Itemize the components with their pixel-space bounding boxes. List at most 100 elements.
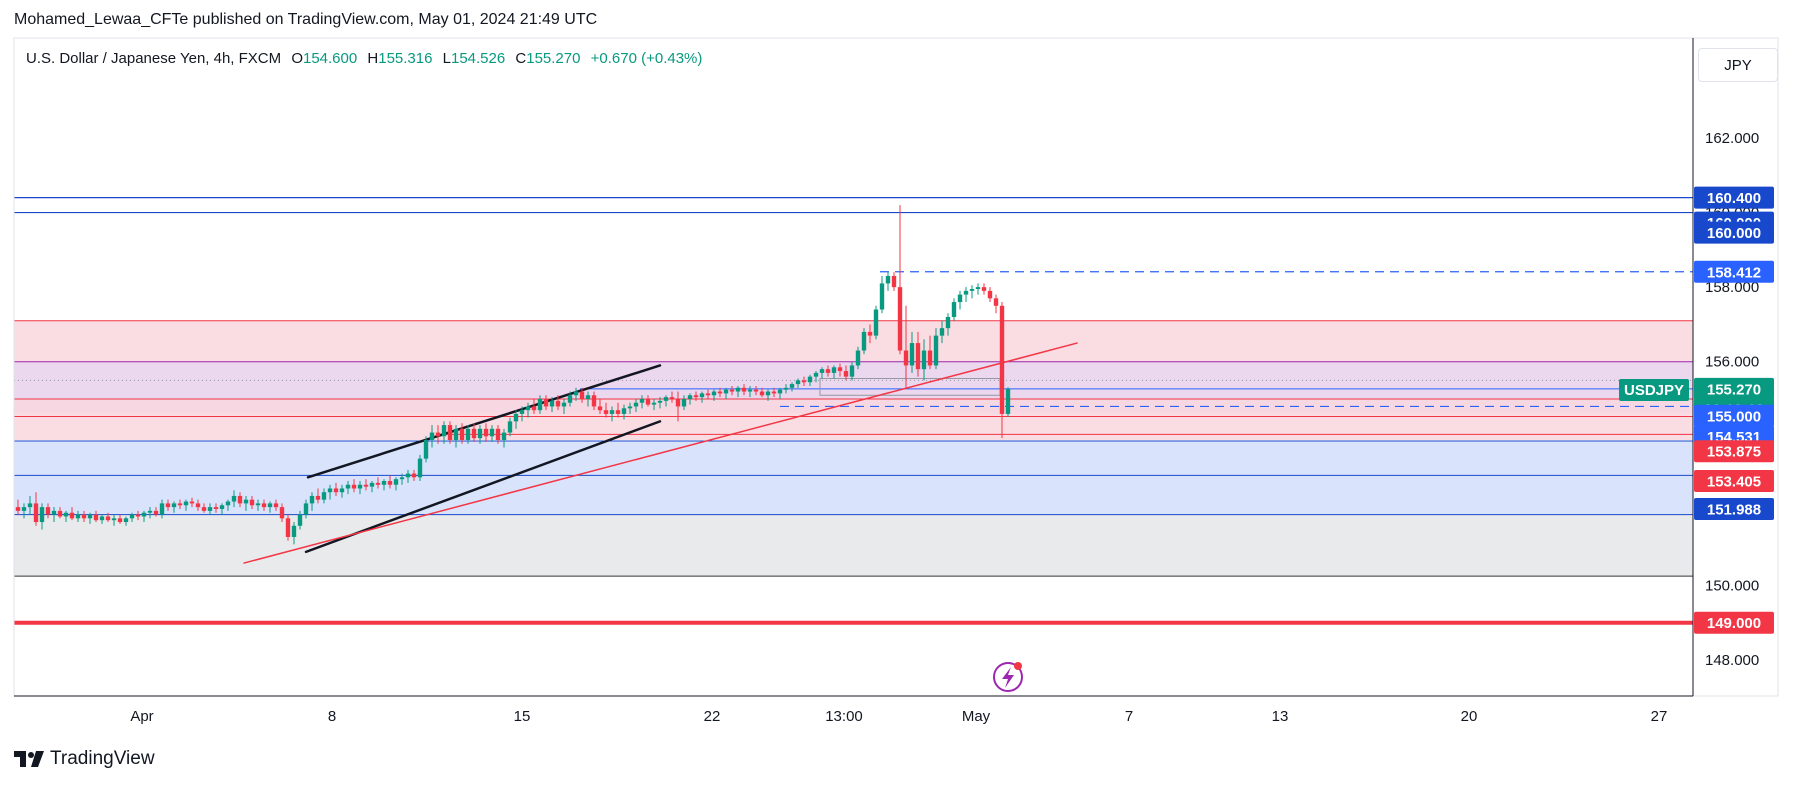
candle-body [483, 428, 489, 437]
candle [111, 514, 117, 526]
candle [681, 395, 687, 411]
candle [27, 495, 33, 515]
candle [969, 285, 975, 299]
candle-body [627, 406, 633, 409]
candle-body [213, 507, 219, 509]
candle-body [633, 402, 639, 407]
candle [261, 499, 267, 511]
candle [933, 328, 939, 370]
candle-body [207, 507, 213, 511]
candle-body [339, 488, 345, 493]
candle-body [183, 501, 189, 506]
candle [975, 283, 981, 295]
candle [465, 425, 471, 444]
candle [195, 499, 201, 511]
candle-body [33, 503, 39, 523]
currency-button[interactable]: JPY [1698, 48, 1778, 82]
candle [873, 305, 879, 340]
candle [69, 507, 75, 521]
price-badge: 155.270 [1694, 377, 1774, 400]
candle [459, 423, 465, 444]
candle [207, 503, 213, 515]
candle [801, 376, 807, 386]
candle-body [933, 335, 939, 366]
candle [609, 406, 615, 422]
candle-body [105, 516, 111, 521]
candle [321, 488, 327, 504]
candle [963, 287, 969, 303]
candle [819, 367, 825, 379]
hline-layer [14, 197, 1693, 625]
candle [429, 425, 435, 448]
candle [81, 510, 87, 523]
candle-body [777, 389, 783, 394]
candle [861, 328, 867, 355]
candle-body [657, 400, 663, 403]
footer-brand: TradingView [50, 748, 155, 769]
price-badge: 153.405 [1694, 470, 1774, 493]
candle-body [27, 503, 33, 508]
candle-body [165, 503, 171, 508]
candle-body [381, 481, 387, 485]
candle-body [399, 477, 405, 480]
price-badge-bg [1694, 186, 1774, 209]
candle [627, 402, 633, 414]
candle-body [861, 331, 867, 351]
candle-body [843, 371, 849, 377]
candle-body [387, 481, 393, 485]
symbol-tag-label: USDJPY [1624, 382, 1684, 399]
candle [597, 399, 603, 414]
candle [75, 510, 81, 523]
candle-body [531, 406, 537, 411]
candle [435, 425, 441, 444]
x-tick-label: 15 [514, 708, 531, 725]
candle-body [975, 287, 981, 290]
candle-body [177, 503, 183, 506]
candle-body [885, 275, 891, 284]
candle-body [729, 389, 735, 392]
candle-body [771, 391, 777, 394]
candle-body [993, 298, 999, 306]
candle-body [267, 503, 273, 508]
candle [759, 387, 765, 398]
candle [249, 495, 255, 509]
candle [885, 272, 891, 291]
candle [387, 475, 393, 489]
candle-body [537, 399, 543, 411]
candle-body [279, 507, 285, 519]
candle-body [471, 428, 477, 439]
candle-body [561, 402, 567, 407]
candle-body [285, 518, 291, 537]
candle [561, 399, 567, 414]
zone-layer [14, 320, 1693, 577]
candle [363, 479, 369, 491]
candle [939, 320, 945, 344]
candle [171, 501, 177, 513]
candle [285, 514, 291, 541]
candle-body [909, 343, 915, 366]
x-tick-label: 13 [1272, 708, 1289, 725]
candle-body [603, 410, 609, 414]
x-tick-label: 7 [1125, 708, 1133, 725]
candle [729, 385, 735, 396]
candle-body [291, 525, 297, 537]
candle-body [783, 387, 789, 390]
x-tick-label: 22 [704, 708, 721, 725]
candle-body [549, 400, 555, 407]
tradingview-logo[interactable]: TradingView [14, 748, 155, 770]
candle-body [891, 275, 897, 288]
candle-body [459, 428, 465, 441]
channel-upper-line [306, 364, 662, 479]
candle-body [579, 391, 585, 399]
candle [405, 469, 411, 483]
candle [855, 346, 861, 370]
candle-body [759, 391, 765, 396]
candle [693, 391, 699, 401]
candle [915, 331, 921, 377]
change-value: +0.670 (+0.43%) [590, 50, 703, 67]
candle [573, 387, 579, 401]
candle-body [897, 287, 903, 351]
news-lightning-icon[interactable] [993, 662, 1023, 692]
symbol-tag-bg [1619, 379, 1689, 401]
